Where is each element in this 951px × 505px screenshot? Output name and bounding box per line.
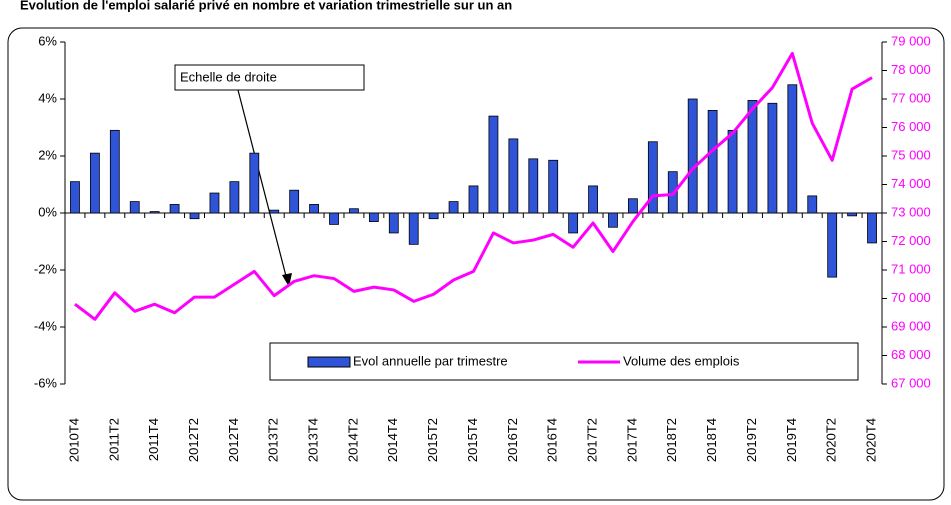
x-tick-label: 2012T2	[186, 418, 201, 462]
bar	[448, 201, 459, 214]
x-tick-label: 2020T4	[863, 418, 878, 462]
y2-tick-label: 75 000	[891, 147, 931, 162]
bar	[847, 212, 858, 217]
y-tick-label: 4%	[38, 90, 57, 105]
bar	[408, 212, 419, 245]
bar	[309, 204, 319, 214]
y2-tick-label: 67 000	[891, 375, 931, 390]
bar	[189, 212, 200, 220]
y2-tick-label: 78 000	[891, 62, 931, 77]
y-tick-label: 2%	[38, 147, 57, 162]
bar	[169, 204, 180, 214]
x-tick-label: 2019T2	[744, 418, 759, 462]
x-tick-label: 2011T2	[106, 418, 121, 461]
y2-tick-label: 79 000	[891, 33, 931, 48]
bar	[70, 181, 80, 214]
x-tick-label: 2017T4	[624, 418, 639, 462]
bar	[89, 152, 100, 214]
bar	[209, 192, 220, 214]
bar	[807, 195, 818, 214]
bar	[548, 159, 559, 214]
bar	[707, 110, 718, 214]
bar	[827, 212, 838, 278]
x-tick-label: 2015T2	[425, 418, 440, 462]
bar	[628, 198, 638, 214]
bar	[588, 185, 598, 214]
bar	[787, 84, 798, 214]
y2-tick-label: 77 000	[891, 90, 931, 105]
annotation-box	[174, 64, 365, 91]
bar	[349, 208, 359, 214]
y2-tick-label: 73 000	[891, 204, 931, 219]
bar	[647, 141, 658, 214]
bar	[249, 152, 260, 214]
legend	[269, 342, 859, 381]
bar	[727, 129, 738, 214]
y2-tick-label: 72 000	[891, 233, 931, 248]
bar	[289, 189, 300, 214]
x-tick-label: 2011T4	[146, 418, 161, 461]
bar	[428, 212, 439, 220]
y-tick-label: -6%	[34, 375, 58, 390]
bar	[687, 98, 698, 214]
y2-tick-label: 69 000	[891, 318, 931, 333]
bar	[229, 181, 240, 214]
bar	[388, 212, 399, 234]
y-tick-label: -2%	[34, 261, 58, 276]
bar	[129, 201, 140, 214]
x-tick-label: 2012T4	[226, 418, 241, 462]
x-tick-label: 2013T2	[266, 418, 281, 462]
legend-swatch	[307, 356, 351, 368]
bar	[528, 158, 539, 214]
bar	[747, 100, 758, 214]
bar	[767, 102, 778, 214]
x-tick-label: 2019T4	[784, 418, 799, 462]
x-tick-label: 2017T2	[584, 418, 599, 462]
x-tick-label: 2014T4	[385, 418, 400, 462]
bar	[269, 209, 280, 214]
legend-label: Evol annuelle par trimestre	[353, 353, 508, 368]
x-tick-label: 2016T2	[505, 418, 520, 462]
x-tick-label: 2018T4	[704, 418, 719, 462]
annotation-arrow	[237, 89, 288, 281]
bar	[368, 212, 379, 222]
x-tick-label: 2018T2	[664, 418, 679, 462]
x-tick-label: 2013T4	[306, 418, 321, 462]
y-tick-label: -4%	[34, 318, 58, 333]
bar	[608, 212, 618, 228]
x-tick-label: 2014T2	[345, 418, 360, 462]
y2-tick-label: 68 000	[891, 347, 931, 362]
annotation: Echelle de droite	[180, 69, 277, 84]
y2-tick-label: 74 000	[891, 176, 931, 191]
bar	[329, 212, 339, 225]
bar	[867, 212, 877, 244]
y-tick-label: 6%	[38, 33, 57, 48]
x-tick-label: 2015T4	[465, 418, 480, 462]
line	[74, 51, 873, 321]
x-tick-label: 2016T4	[545, 418, 560, 462]
bar	[149, 211, 160, 214]
legend-label: Volume des emplois	[623, 353, 740, 368]
y2-tick-label: 70 000	[891, 290, 931, 305]
bar	[109, 129, 120, 214]
x-tick-label: 2020T2	[824, 418, 839, 462]
bar	[508, 138, 519, 214]
y2-tick-label: 71 000	[891, 261, 931, 276]
bar	[488, 115, 499, 214]
bar	[468, 185, 479, 214]
y-tick-label: 0%	[38, 204, 57, 219]
bar	[568, 212, 579, 234]
x-tick-label: 2010T4	[66, 418, 81, 462]
chart-title: Evolution de l'emploi salarié privé en n…	[20, 0, 512, 12]
y2-tick-label: 76 000	[891, 119, 931, 134]
